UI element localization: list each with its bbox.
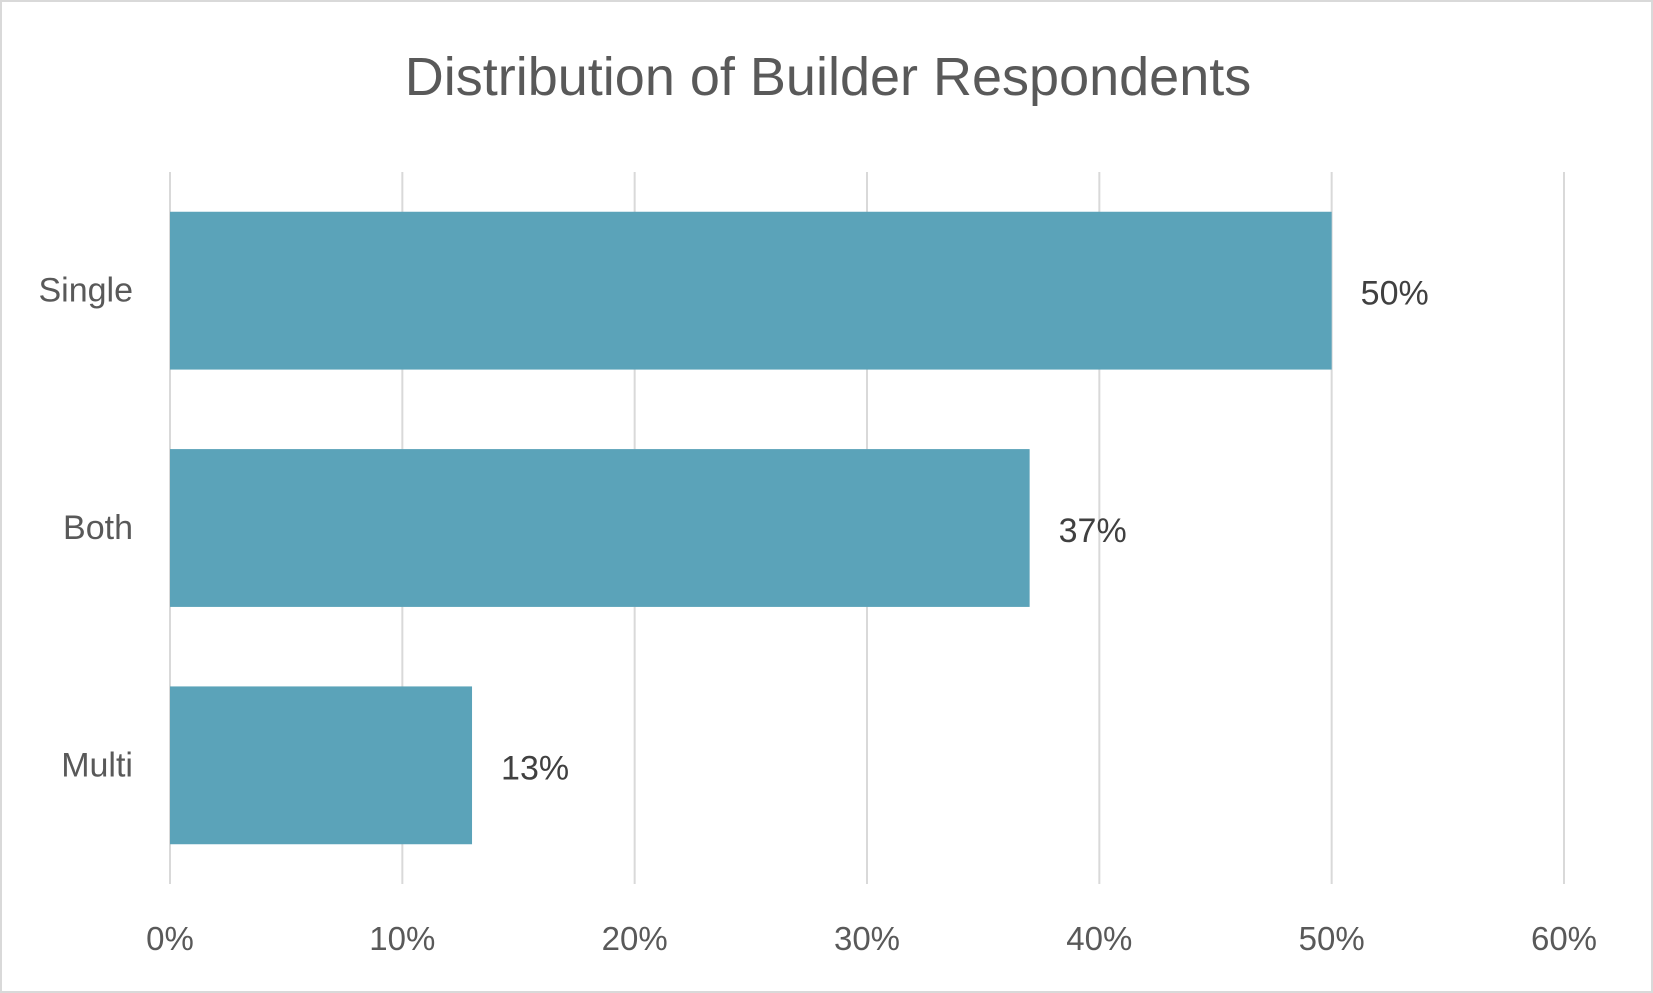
- data-labels: 50% 37% 13%: [501, 275, 1429, 788]
- bar-multi: [170, 686, 473, 845]
- x-tick-label-30: 30%: [834, 920, 900, 957]
- category-label-multi: Multi: [61, 746, 133, 784]
- category-label-both: Both: [63, 509, 133, 547]
- x-tick-label-20: 20%: [602, 920, 668, 957]
- bars: [170, 211, 1332, 845]
- category-labels: Single Both Multi: [38, 272, 133, 785]
- data-label-both: 37%: [1059, 512, 1127, 550]
- data-label-single: 50%: [1361, 275, 1429, 313]
- chart-title: Distribution of Builder Respondents: [405, 47, 1251, 107]
- data-label-multi: 13%: [501, 749, 569, 787]
- x-tick-label-0: 0%: [146, 920, 194, 957]
- bar-single: [170, 211, 1332, 370]
- x-tick-label-10: 10%: [369, 920, 435, 957]
- x-tick-label-60: 60%: [1531, 920, 1597, 957]
- x-tick-label-50: 50%: [1299, 920, 1365, 957]
- category-label-single: Single: [38, 272, 133, 310]
- x-tick-label-40: 40%: [1066, 920, 1132, 957]
- x-axis-tick-labels: 0% 10% 20% 30% 40% 50% 60%: [146, 920, 1597, 957]
- bar-both: [170, 449, 1030, 607]
